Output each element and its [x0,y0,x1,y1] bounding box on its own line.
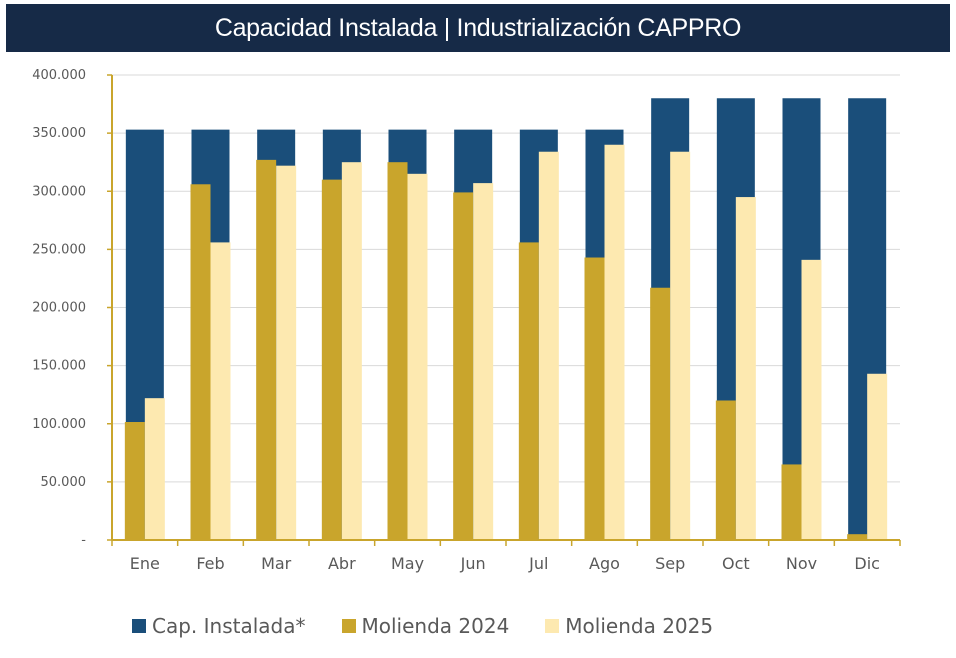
x-tick-label: Jun [460,554,486,573]
legend-item-molienda-2025: Molienda 2025 [545,614,713,638]
legend-label-cap-instalada: Cap. Instalada* [152,614,306,638]
bar-molienda-2024 [518,242,539,540]
x-tick-label: Dic [854,554,880,573]
bar-molienda-2024 [584,257,605,540]
x-tick-label: May [391,554,424,573]
chart-title: Capacidad Instalada | Industrialización … [6,4,950,52]
bar-molienda-2024 [847,534,868,540]
legend-label-molienda-2024: Molienda 2024 [361,614,510,638]
y-tick-label: 100.000 [32,417,86,432]
bar-molienda-2025 [144,398,165,540]
x-tick-label: Feb [196,554,224,573]
y-tick-label: 150.000 [32,359,86,374]
bar-chart: - 50.000 100.000 150.000 200.000 250.000 300.0… [32,68,901,573]
bar-molienda-2025 [801,259,822,540]
x-tick-label: Abr [328,554,356,573]
legend: Cap. Instalada* Molienda 2024 Molienda 2… [132,614,749,638]
x-tick-label: Jul [528,554,548,573]
legend-label-molienda-2025: Molienda 2025 [565,614,714,638]
bar-molienda-2024 [124,422,145,540]
bar-molienda-2025 [473,183,494,541]
x-tick-label: Sep [655,554,685,573]
y-tick-label: 400.000 [32,68,86,83]
bar-molienda-2025 [867,373,888,540]
bar-molienda-2025 [341,162,362,540]
y-tick-label: 200.000 [32,301,86,316]
bar-molienda-2025 [276,165,297,541]
legend-swatch-molienda-2025 [545,619,560,633]
bar-molienda-2025 [407,173,428,540]
bar-molienda-2025 [210,242,231,540]
legend-item-cap-instalada: Cap. Instalada* [132,614,306,638]
y-tick-label: 250.000 [32,242,86,257]
bar-molienda-2024 [387,162,408,540]
x-tick-label: Nov [786,554,817,573]
bar-molienda-2024 [453,192,474,540]
y-tick-label: 50.000 [41,475,87,490]
bar-molienda-2024 [781,464,802,540]
y-tick-label: 350.000 [32,126,86,141]
bar-molienda-2024 [650,287,671,540]
bar-molienda-2024 [256,159,277,541]
legend-swatch-molienda-2024 [341,619,356,633]
y-tick-label: 300.000 [32,184,86,199]
x-tick-label: Oct [722,554,750,573]
bar-molienda-2025 [670,151,691,540]
legend-item-molienda-2024: Molienda 2024 [341,614,510,638]
x-tick-label: Ene [130,554,160,573]
x-tick-label: Ago [589,554,620,573]
bar-molienda-2025 [735,197,756,540]
bar-molienda-2024 [715,400,736,540]
bar-molienda-2024 [321,179,342,540]
x-tick-label: Mar [261,554,292,573]
bar-molienda-2025 [604,144,625,540]
legend-swatch-cap-instalada [132,619,146,633]
y-tick-label: - [81,533,86,548]
bar-molienda-2025 [538,151,559,540]
bar-molienda-2024 [190,184,211,540]
